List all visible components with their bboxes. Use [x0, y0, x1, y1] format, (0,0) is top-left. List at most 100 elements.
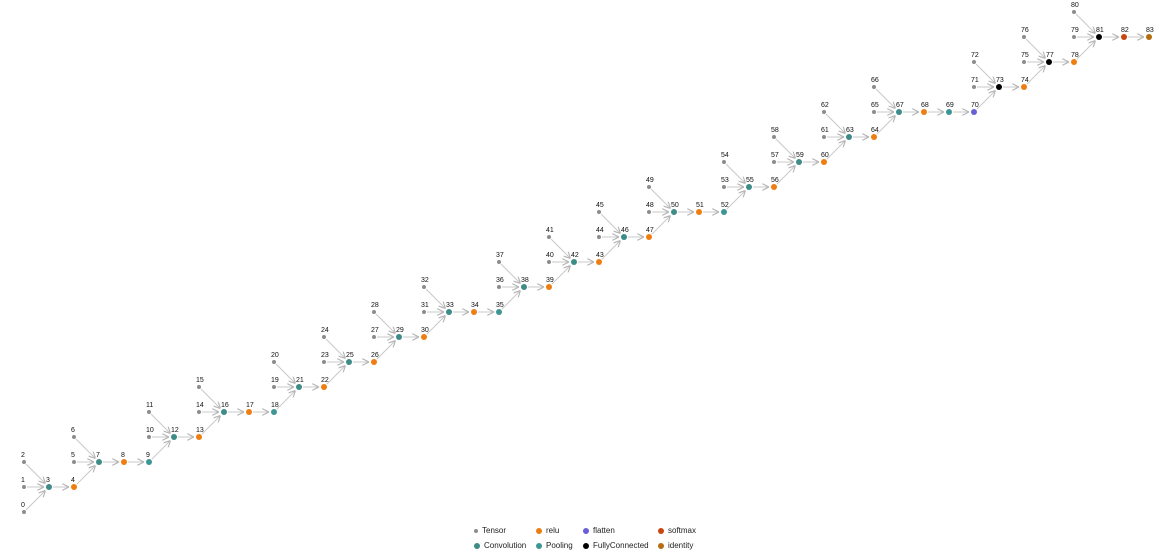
node-61[interactable]: [822, 135, 826, 139]
node-75[interactable]: [1022, 60, 1026, 64]
node-19[interactable]: [272, 385, 276, 389]
node-label-1: 1: [21, 477, 25, 484]
identity-dot-icon: [658, 543, 664, 549]
node-48[interactable]: [647, 210, 651, 214]
node-14[interactable]: [197, 410, 201, 414]
node-73[interactable]: [996, 84, 1002, 90]
node-68[interactable]: [921, 109, 927, 115]
node-51[interactable]: [696, 209, 702, 215]
node-43[interactable]: [596, 259, 602, 265]
node-66[interactable]: [872, 85, 876, 89]
node-39[interactable]: [546, 284, 552, 290]
node-4[interactable]: [71, 484, 77, 490]
node-11[interactable]: [147, 410, 151, 414]
node-42[interactable]: [571, 259, 577, 265]
node-3[interactable]: [46, 484, 52, 490]
node-15[interactable]: [197, 385, 201, 389]
node-label-73: 73: [996, 77, 1004, 84]
node-64[interactable]: [871, 134, 877, 140]
node-80[interactable]: [1072, 10, 1076, 14]
flatten-dot-icon: [583, 528, 589, 534]
node-7[interactable]: [96, 459, 102, 465]
node-0[interactable]: [22, 510, 26, 514]
node-label-49: 49: [646, 177, 654, 184]
node-12[interactable]: [171, 434, 177, 440]
node-56[interactable]: [771, 184, 777, 190]
node-44[interactable]: [597, 235, 601, 239]
node-38[interactable]: [521, 284, 527, 290]
node-23[interactable]: [322, 360, 326, 364]
node-24[interactable]: [322, 335, 326, 339]
node-70[interactable]: [971, 109, 977, 115]
node-40[interactable]: [547, 260, 551, 264]
node-29[interactable]: [396, 334, 402, 340]
node-47[interactable]: [646, 234, 652, 240]
node-53[interactable]: [722, 185, 726, 189]
node-74[interactable]: [1021, 84, 1027, 90]
node-69[interactable]: [946, 109, 952, 115]
node-67[interactable]: [896, 109, 902, 115]
node-label-26: 26: [371, 352, 379, 359]
node-2[interactable]: [22, 460, 26, 464]
node-16[interactable]: [221, 409, 227, 415]
node-27[interactable]: [372, 335, 376, 339]
edges: [25, 13, 1144, 511]
node-30[interactable]: [421, 334, 427, 340]
edge-41-42: [550, 238, 570, 258]
node-62[interactable]: [822, 110, 826, 114]
node-18[interactable]: [271, 409, 277, 415]
node-49[interactable]: [647, 185, 651, 189]
node-63[interactable]: [846, 134, 852, 140]
node-54[interactable]: [722, 160, 726, 164]
node-71[interactable]: [972, 85, 976, 89]
node-65[interactable]: [872, 110, 876, 114]
node-20[interactable]: [272, 360, 276, 364]
node-78[interactable]: [1071, 59, 1077, 65]
node-79[interactable]: [1072, 35, 1076, 39]
node-label-0: 0: [21, 502, 25, 509]
node-59[interactable]: [796, 159, 802, 165]
node-60[interactable]: [821, 159, 827, 165]
node-label-64: 64: [871, 127, 879, 134]
node-50[interactable]: [671, 209, 677, 215]
node-35[interactable]: [496, 309, 502, 315]
node-28[interactable]: [372, 310, 376, 314]
node-33[interactable]: [446, 309, 452, 315]
node-81[interactable]: [1096, 34, 1102, 40]
node-57[interactable]: [772, 160, 776, 164]
node-13[interactable]: [196, 434, 202, 440]
node-82[interactable]: [1121, 34, 1127, 40]
legend-item-flatten: flatten: [583, 526, 615, 536]
node-83[interactable]: [1146, 34, 1152, 40]
node-label-34: 34: [471, 302, 479, 309]
node-22[interactable]: [321, 384, 327, 390]
node-21[interactable]: [296, 384, 302, 390]
node-55[interactable]: [746, 184, 752, 190]
node-72[interactable]: [972, 60, 976, 64]
node-58[interactable]: [772, 135, 776, 139]
node-9[interactable]: [146, 459, 152, 465]
edge-15-16: [200, 388, 220, 408]
node-1[interactable]: [22, 485, 26, 489]
node-34[interactable]: [471, 309, 477, 315]
node-52[interactable]: [721, 209, 727, 215]
node-10[interactable]: [147, 435, 151, 439]
node-5[interactable]: [72, 460, 76, 464]
node-label-71: 71: [971, 77, 979, 84]
node-label-11: 11: [146, 402, 153, 409]
node-77[interactable]: [1046, 59, 1052, 65]
legend-label: Pooling: [546, 541, 573, 550]
node-41[interactable]: [547, 235, 551, 239]
node-36[interactable]: [497, 285, 501, 289]
node-46[interactable]: [621, 234, 627, 240]
node-45[interactable]: [597, 210, 601, 214]
node-37[interactable]: [497, 260, 501, 264]
node-31[interactable]: [422, 310, 426, 314]
node-6[interactable]: [72, 435, 76, 439]
node-8[interactable]: [121, 459, 127, 465]
node-17[interactable]: [246, 409, 252, 415]
node-76[interactable]: [1022, 35, 1026, 39]
node-25[interactable]: [346, 359, 352, 365]
node-32[interactable]: [422, 285, 426, 289]
node-26[interactable]: [371, 359, 377, 365]
